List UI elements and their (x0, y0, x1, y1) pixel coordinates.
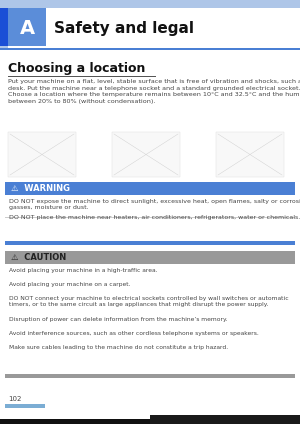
Bar (8, 76, 156, 77)
Text: Make sure cables leading to the machine do not constitute a trip hazard.: Make sure cables leading to the machine … (9, 345, 228, 350)
Text: Choosing a location: Choosing a location (8, 62, 145, 75)
Text: Avoid interference sources, such as other cordless telephone systems or speakers: Avoid interference sources, such as othe… (9, 331, 259, 336)
Bar (0, 0, 8, 50)
Bar (0, 0, 300, 8)
Bar (0, 419, 300, 424)
Bar (5, 251, 295, 264)
Text: 102: 102 (8, 396, 21, 402)
Bar (150, 415, 300, 424)
Text: Put your machine on a flat, level, stable surface that is free of vibration and : Put your machine on a flat, level, stabl… (8, 79, 300, 104)
Bar (0, 8, 8, 46)
Text: ⚠  WARNING: ⚠ WARNING (11, 184, 70, 193)
Text: DO NOT connect your machine to electrical sockets controlled by wall switches or: DO NOT connect your machine to electrica… (9, 296, 289, 307)
Bar (5, 195, 295, 241)
Text: Avoid placing your machine on a carpet.: Avoid placing your machine on a carpet. (9, 282, 130, 287)
Text: ⚠  CAUTION: ⚠ CAUTION (11, 253, 66, 262)
Bar (0, 48, 300, 50)
Text: A: A (20, 19, 34, 37)
Bar (5, 404, 45, 408)
Text: Safety and legal: Safety and legal (54, 20, 194, 36)
Bar (8, 8, 46, 46)
Bar (5, 374, 295, 378)
Bar (216, 132, 284, 177)
Bar (5, 182, 295, 195)
Bar (112, 132, 180, 177)
Text: DO NOT expose the machine to direct sunlight, excessive heat, open flames, salty: DO NOT expose the machine to direct sunl… (9, 199, 300, 210)
Bar (5, 241, 295, 245)
Text: Avoid placing your machine in a high-traffic area.: Avoid placing your machine in a high-tra… (9, 268, 158, 273)
Bar (5, 264, 295, 374)
Text: Disruption of power can delete information from the machine’s memory.: Disruption of power can delete informati… (9, 317, 227, 322)
Bar (5, 217, 295, 218)
Bar (8, 132, 76, 177)
Text: DO NOT place the machine near heaters, air conditioners, refrigerators, water or: DO NOT place the machine near heaters, a… (9, 215, 300, 220)
